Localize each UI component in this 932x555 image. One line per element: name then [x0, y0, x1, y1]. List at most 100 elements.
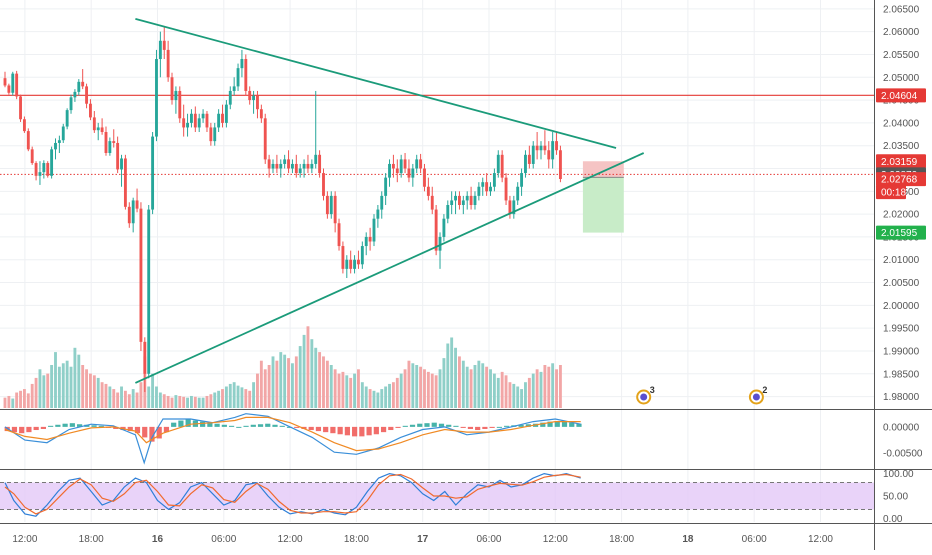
volume-bar: [34, 377, 38, 408]
macd-line: [4, 413, 581, 465]
volume-bar: [116, 392, 120, 408]
price-tick-label: 2.05500: [883, 50, 920, 61]
candle-body: [290, 163, 294, 169]
volume-bar: [294, 356, 298, 408]
candle: [508, 195, 512, 219]
candle: [271, 159, 275, 174]
candle-body: [221, 113, 224, 123]
candle: [481, 177, 485, 196]
macd-histogram-bar: [576, 423, 582, 427]
volume-bar: [318, 352, 322, 408]
volume-bar: [547, 366, 551, 408]
volume-bar: [267, 365, 271, 408]
candle: [155, 49, 158, 142]
candle: [504, 173, 508, 205]
volume-bar: [279, 352, 283, 408]
candle-body: [329, 195, 333, 215]
time-tick-label: 12:00: [12, 534, 37, 545]
macd-histogram-bar: [127, 426, 133, 432]
volume-bar: [65, 360, 69, 408]
price-tick-label: 2.00000: [883, 301, 920, 312]
event-marker: 3: [636, 385, 655, 405]
time-tick-label: 18:00: [609, 534, 634, 545]
volume-bar: [228, 383, 232, 408]
volume-bar: [551, 363, 555, 408]
volume-bar: [135, 392, 139, 408]
volume-bar: [104, 383, 108, 408]
candle: [143, 337, 147, 393]
macd-histogram-bar: [496, 426, 502, 428]
candle-body: [279, 163, 283, 169]
candle: [92, 111, 96, 133]
candle-body: [325, 195, 329, 215]
macd-histogram-bar: [489, 426, 495, 428]
candle: [403, 152, 407, 174]
candle: [306, 154, 310, 174]
candle-body: [403, 159, 407, 169]
macd-histogram-bar: [359, 426, 365, 437]
candle: [450, 191, 454, 215]
time-tick-label: 18: [682, 534, 694, 545]
candle-body: [481, 182, 485, 187]
candle: [430, 186, 434, 215]
volume-bar: [89, 373, 92, 408]
macd-histogram-bar: [301, 426, 307, 429]
volume-bar: [353, 373, 357, 408]
macd-histogram-bar: [279, 425, 285, 427]
macd-histogram-bar: [402, 425, 408, 427]
volume-bar: [244, 389, 248, 408]
candle: [174, 86, 178, 114]
candle-body: [391, 163, 395, 169]
price-tick-label: 2.00500: [883, 278, 920, 289]
candle-body: [395, 168, 399, 174]
macd-histogram-bar: [438, 423, 445, 427]
volume-bar: [322, 356, 325, 408]
macd-histogram-bar: [178, 420, 184, 427]
volume-bar: [263, 369, 267, 408]
volume-bar: [85, 369, 89, 408]
volume-bar: [186, 397, 189, 408]
candle-body: [275, 163, 279, 169]
candle-body: [508, 200, 512, 215]
candle: [221, 104, 224, 128]
grid: [0, 0, 874, 522]
macd-histogram-bar: [214, 423, 220, 427]
candle: [65, 108, 69, 130]
candle: [310, 159, 314, 174]
candle-body: [162, 40, 166, 50]
candle-body: [446, 205, 450, 219]
candle-body: [485, 182, 489, 192]
candle: [290, 159, 294, 174]
macd-histogram-bar: [475, 426, 481, 431]
candle-body: [189, 113, 193, 123]
price-tick-label: 2.02000: [883, 210, 920, 221]
candle: [135, 188, 139, 213]
candle: [19, 94, 22, 122]
volume-bar: [306, 326, 310, 408]
candle: [15, 70, 19, 100]
macd-histogram-bar: [388, 426, 394, 431]
candle: [399, 154, 403, 178]
price-tick-label: 2.06500: [883, 4, 920, 15]
volume-bar: [337, 373, 341, 408]
candle: [527, 145, 531, 169]
candle-body: [42, 163, 46, 173]
macd-histogram-bar: [395, 426, 401, 428]
candle: [30, 146, 34, 165]
candle-body: [65, 110, 69, 127]
volume-bar: [290, 363, 294, 408]
candle-body: [158, 40, 162, 60]
candle: [442, 214, 446, 242]
candle: [112, 129, 116, 148]
macd-histogram-bar: [19, 426, 25, 434]
macd-histogram-bar: [221, 424, 227, 427]
volume-bar: [170, 397, 174, 408]
volume-bar: [182, 396, 186, 408]
volume-bar: [193, 396, 197, 408]
macd-histogram-bar: [417, 423, 423, 427]
candle: [81, 69, 85, 90]
volume-bar: [489, 369, 492, 408]
candle: [22, 116, 26, 133]
